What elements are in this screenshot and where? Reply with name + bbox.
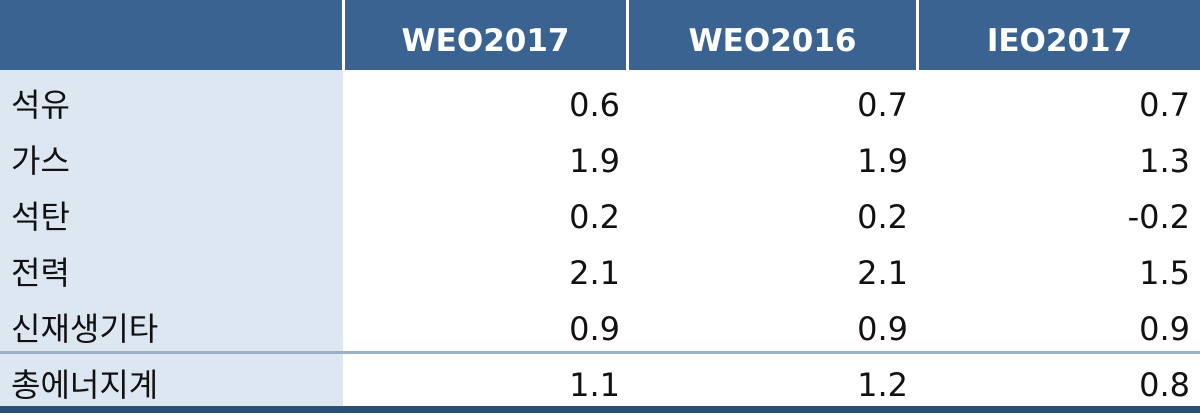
cell-value: 0.2 [857, 198, 908, 236]
header-divider [626, 0, 629, 70]
header-row: WEO2017 WEO2016 IEO2017 [0, 0, 1200, 70]
cell-value: 0.9 [857, 310, 908, 348]
cell-value: 1.9 [569, 142, 620, 180]
total-label: 총에너지계 [11, 366, 159, 404]
row-label: 석유 [11, 86, 70, 124]
cell-value: 1.5 [1139, 254, 1190, 292]
table-row: 가스 1.9 1.9 1.3 [0, 131, 1200, 187]
column-header-weo2017: WEO2017 [401, 23, 570, 59]
bottom-rule [0, 406, 1200, 413]
label-column-bg [0, 70, 343, 411]
table-row: 신재생기타 0.9 0.9 0.9 [0, 299, 1200, 355]
header-divider [342, 0, 345, 70]
total-value: 1.2 [857, 366, 908, 404]
cell-value: 2.1 [569, 254, 620, 292]
cell-value: 0.7 [1139, 86, 1190, 124]
total-value: 1.1 [569, 366, 620, 404]
cell-value: 0.9 [1139, 310, 1190, 348]
row-label: 가스 [11, 142, 70, 180]
row-label: 전력 [11, 254, 70, 292]
total-divider [0, 351, 1200, 354]
table-row: 전력 2.1 2.1 1.5 [0, 243, 1200, 299]
cell-value: 2.1 [857, 254, 908, 292]
header-divider [916, 0, 919, 70]
row-label: 석탄 [11, 198, 70, 236]
column-header-weo2016: WEO2016 [688, 23, 857, 59]
cell-value: 0.2 [569, 198, 620, 236]
cell-value: 0.9 [569, 310, 620, 348]
cell-value: 0.7 [857, 86, 908, 124]
row-label: 신재생기타 [11, 310, 159, 348]
cell-value: 0.6 [569, 86, 620, 124]
cell-value: -0.2 [1127, 198, 1190, 236]
total-value: 0.8 [1139, 366, 1190, 404]
total-row: 총에너지계 1.1 1.2 0.8 [0, 355, 1200, 411]
cell-value: 1.9 [857, 142, 908, 180]
cell-value: 1.3 [1139, 142, 1190, 180]
column-header-ieo2017: IEO2017 [986, 23, 1133, 59]
table-row: 석탄 0.2 0.2 -0.2 [0, 187, 1200, 243]
table-row: 석유 0.6 0.7 0.7 [0, 75, 1200, 131]
